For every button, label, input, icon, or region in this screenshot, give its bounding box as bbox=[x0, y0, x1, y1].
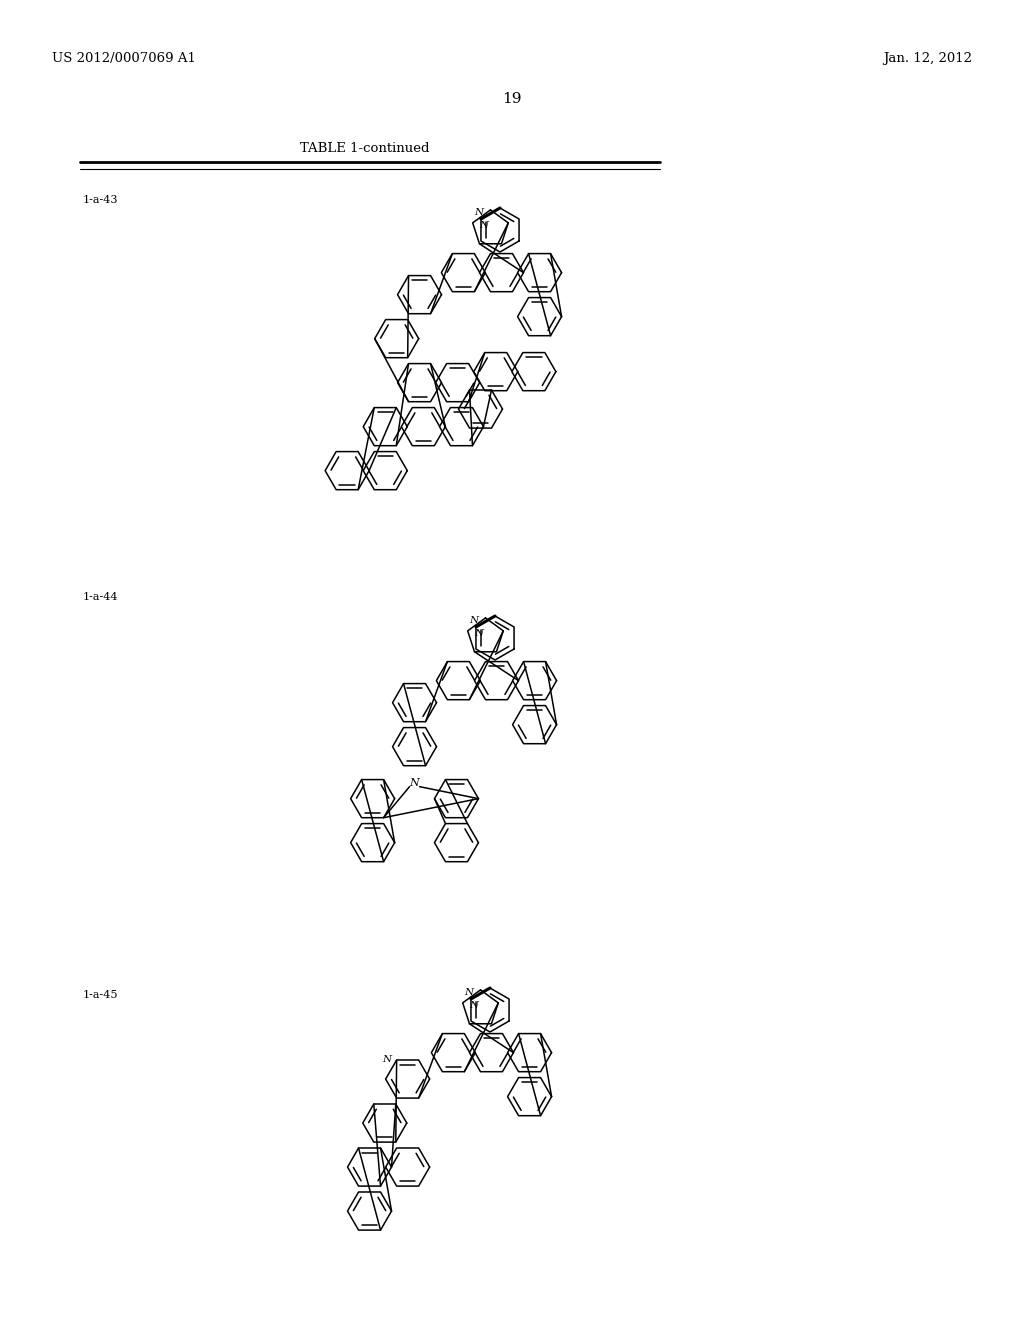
Text: N: N bbox=[470, 1002, 479, 1010]
Text: N: N bbox=[469, 616, 478, 626]
Text: 1-a-44: 1-a-44 bbox=[83, 591, 119, 602]
Text: N: N bbox=[475, 630, 483, 639]
Text: 19: 19 bbox=[502, 92, 522, 106]
Text: 1-a-43: 1-a-43 bbox=[83, 195, 119, 205]
Text: US 2012/0007069 A1: US 2012/0007069 A1 bbox=[52, 51, 196, 65]
Text: TABLE 1-continued: TABLE 1-continued bbox=[300, 141, 430, 154]
Text: N: N bbox=[474, 209, 483, 218]
Text: N: N bbox=[464, 989, 473, 998]
Text: Jan. 12, 2012: Jan. 12, 2012 bbox=[883, 51, 972, 65]
Text: 1-a-45: 1-a-45 bbox=[83, 990, 119, 1001]
Text: N: N bbox=[383, 1056, 391, 1064]
Text: N: N bbox=[479, 222, 488, 231]
Text: N: N bbox=[410, 777, 420, 788]
